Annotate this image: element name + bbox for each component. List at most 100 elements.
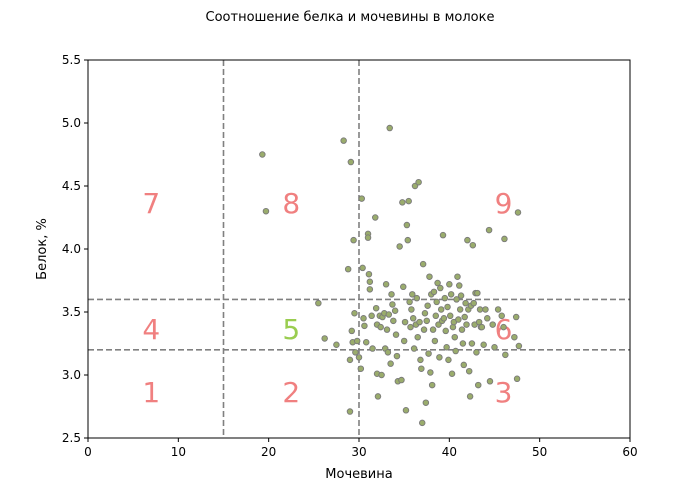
data-point — [434, 279, 441, 287]
data-point — [366, 286, 374, 293]
data-point — [474, 289, 481, 297]
y-axis-label: Белок, % — [35, 218, 50, 280]
x-axis: 0 10 20 30 40 50 60 — [84, 438, 638, 459]
data-point — [502, 351, 509, 359]
data-point — [409, 291, 416, 298]
data-point — [377, 323, 384, 331]
data-point — [515, 342, 523, 350]
data-point — [458, 326, 466, 333]
data-point — [372, 304, 380, 312]
data-point — [364, 234, 372, 241]
data-point — [333, 341, 340, 349]
data-point — [423, 317, 431, 325]
y-tick-label: 4.5 — [62, 179, 81, 193]
data-point — [432, 312, 440, 320]
zone-label-9: 9 — [495, 187, 513, 220]
data-point — [355, 354, 363, 361]
data-point — [421, 310, 429, 317]
data-point — [498, 312, 505, 320]
data-point — [439, 231, 447, 239]
y-tick-label: 3.0 — [62, 368, 81, 382]
data-point — [366, 278, 374, 286]
data-point — [372, 214, 379, 221]
data-point — [414, 333, 421, 341]
zone-labels: 123456789 — [142, 187, 512, 409]
zone-label-1: 1 — [142, 376, 160, 409]
data-point — [410, 345, 418, 352]
data-point — [455, 316, 462, 323]
data-point — [365, 270, 373, 278]
data-point — [442, 327, 449, 335]
data-point — [486, 378, 494, 385]
data-point — [396, 243, 403, 250]
x-axis-label: Мочевина — [325, 467, 392, 482]
x-tick-label: 50 — [532, 445, 547, 459]
x-tick-label: 10 — [171, 445, 186, 459]
data-point — [384, 349, 392, 356]
data-point — [348, 327, 356, 335]
data-point — [513, 375, 521, 383]
data-point — [441, 294, 449, 302]
data-point — [446, 312, 454, 320]
data-point — [444, 303, 451, 311]
x-tick-label: 20 — [261, 445, 276, 459]
data-point — [465, 367, 473, 375]
data-point — [347, 158, 355, 166]
data-point — [368, 312, 375, 320]
data-point — [418, 365, 425, 372]
data-point — [445, 356, 452, 364]
data-point — [398, 376, 405, 384]
data-point — [436, 354, 443, 361]
data-point — [391, 307, 399, 314]
data-point — [419, 260, 427, 268]
data-point — [369, 345, 376, 352]
data-point — [473, 349, 480, 356]
y-tick-label: 5.5 — [62, 53, 81, 67]
data-point — [482, 306, 489, 313]
data-point — [448, 370, 456, 377]
data-point — [428, 381, 436, 389]
data-point — [400, 337, 408, 345]
data-point — [350, 236, 357, 244]
data-point — [360, 315, 367, 322]
x-tick-label: 60 — [622, 445, 637, 459]
data-point — [262, 207, 270, 215]
data-point — [476, 306, 484, 313]
data-point — [352, 349, 359, 356]
data-point — [362, 338, 370, 346]
data-point — [388, 291, 395, 298]
data-point — [452, 347, 459, 355]
y-axis: 2.5 3.0 3.5 4.0 4.5 5.0 5.5 — [62, 53, 88, 445]
data-point — [440, 315, 448, 322]
data-point — [435, 321, 442, 328]
data-point — [431, 337, 439, 345]
data-point — [514, 209, 522, 216]
data-point — [321, 335, 328, 342]
data-point — [494, 306, 502, 313]
data-point — [468, 340, 476, 347]
data-point — [485, 226, 493, 234]
y-tick-label: 3.5 — [62, 305, 81, 319]
data-point — [374, 393, 382, 400]
data-point — [478, 323, 486, 331]
data-point — [340, 137, 347, 144]
data-point — [459, 340, 467, 347]
data-point — [385, 311, 393, 318]
data-point — [404, 236, 412, 244]
data-point — [393, 352, 401, 360]
data-point — [358, 195, 365, 202]
data-point — [416, 318, 423, 326]
data-point — [511, 333, 518, 341]
data-point — [315, 299, 322, 307]
y-tick-label: 4.0 — [62, 242, 81, 256]
data-point — [378, 371, 385, 379]
data-point — [454, 273, 461, 280]
zone-label-2: 2 — [282, 376, 300, 409]
data-point — [420, 326, 428, 333]
data-point — [453, 296, 460, 303]
zone-label-8: 8 — [282, 187, 300, 220]
data-point — [403, 221, 411, 229]
data-point — [359, 264, 366, 272]
data-point — [387, 360, 394, 367]
x-tick-label: 40 — [442, 445, 457, 459]
